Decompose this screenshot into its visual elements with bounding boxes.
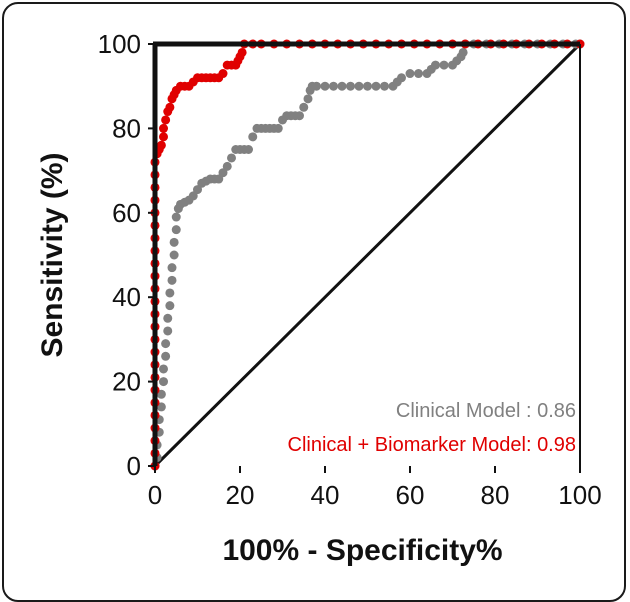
data-point: [218, 69, 228, 79]
x-tick-labels: 0 20 40 60 80 100: [148, 480, 602, 510]
data-point: [156, 389, 166, 399]
x-tick-label: 20: [226, 480, 255, 510]
data-point: [171, 212, 181, 222]
roc-chart: 0 20 40 60 80 100 0 20 40 60 80 100 100% - Specifi…: [36, 29, 602, 567]
data-point: [458, 47, 468, 57]
data-point: [329, 81, 338, 91]
data-point: [161, 339, 171, 349]
legend-clinical-model: Clinical Model : 0.86: [396, 400, 576, 422]
data-point: [159, 364, 168, 374]
data-point: [169, 237, 179, 247]
data-point: [169, 250, 179, 260]
y-axis-title: Sensitivity (%): [36, 152, 69, 357]
data-point: [165, 301, 175, 311]
data-point: [405, 69, 415, 79]
y-tick-label: 60: [112, 198, 141, 228]
data-point: [354, 81, 364, 91]
x-tick-label: 80: [481, 480, 510, 510]
reference-diagonal-line: [153, 42, 582, 468]
data-point: [165, 102, 175, 112]
data-point: [299, 102, 309, 112]
data-point: [165, 288, 175, 298]
data-point: [439, 60, 449, 70]
data-point: [244, 145, 253, 154]
data-point: [156, 402, 166, 412]
y-tick-label: 20: [112, 367, 141, 397]
data-point: [171, 225, 181, 235]
data-point: [163, 326, 173, 336]
data-point: [218, 168, 228, 178]
y-tick-labels: 0 20 40 60 80 100: [98, 29, 141, 481]
data-point: [431, 60, 440, 70]
x-axis-title: 100% - Specificity%: [222, 534, 502, 567]
data-point: [159, 377, 168, 387]
data-point: [371, 81, 381, 91]
data-point: [273, 123, 283, 133]
data-point: [397, 73, 406, 83]
data-point: [159, 123, 168, 133]
data-point: [161, 115, 171, 125]
data-point: [167, 275, 177, 285]
data-point: [227, 153, 236, 163]
data-point: [346, 81, 355, 91]
data-point: [320, 81, 330, 91]
data-point: [380, 81, 389, 91]
data-point: [188, 191, 198, 201]
y-tick-label: 100: [98, 29, 141, 59]
data-point: [222, 161, 232, 171]
data-point: [248, 132, 258, 142]
data-point: [337, 81, 347, 91]
data-point: [167, 263, 177, 273]
data-point: [193, 185, 202, 195]
y-tick-label: 40: [112, 282, 141, 312]
data-point: [303, 94, 313, 104]
data-point: [363, 81, 372, 91]
data-point: [163, 313, 173, 323]
y-tick-label: 80: [112, 113, 141, 143]
data-point: [156, 140, 166, 150]
x-tick-label: 0: [148, 480, 162, 510]
data-point: [214, 174, 224, 184]
y-tick-label: 0: [127, 451, 141, 481]
x-tick-label: 60: [396, 480, 425, 510]
x-tick-label: 100: [558, 480, 601, 510]
data-point: [159, 132, 168, 142]
x-tick-label: 40: [311, 480, 340, 510]
data-point: [312, 81, 321, 91]
data-point: [161, 351, 171, 361]
data-point: [414, 69, 423, 79]
data-point: [295, 111, 304, 121]
data-point: [237, 47, 247, 57]
plot-axes: [148, 41, 581, 473]
legend-clinical-biomarker-model: Clinical + Biomarker Model: 0.98: [288, 434, 576, 456]
